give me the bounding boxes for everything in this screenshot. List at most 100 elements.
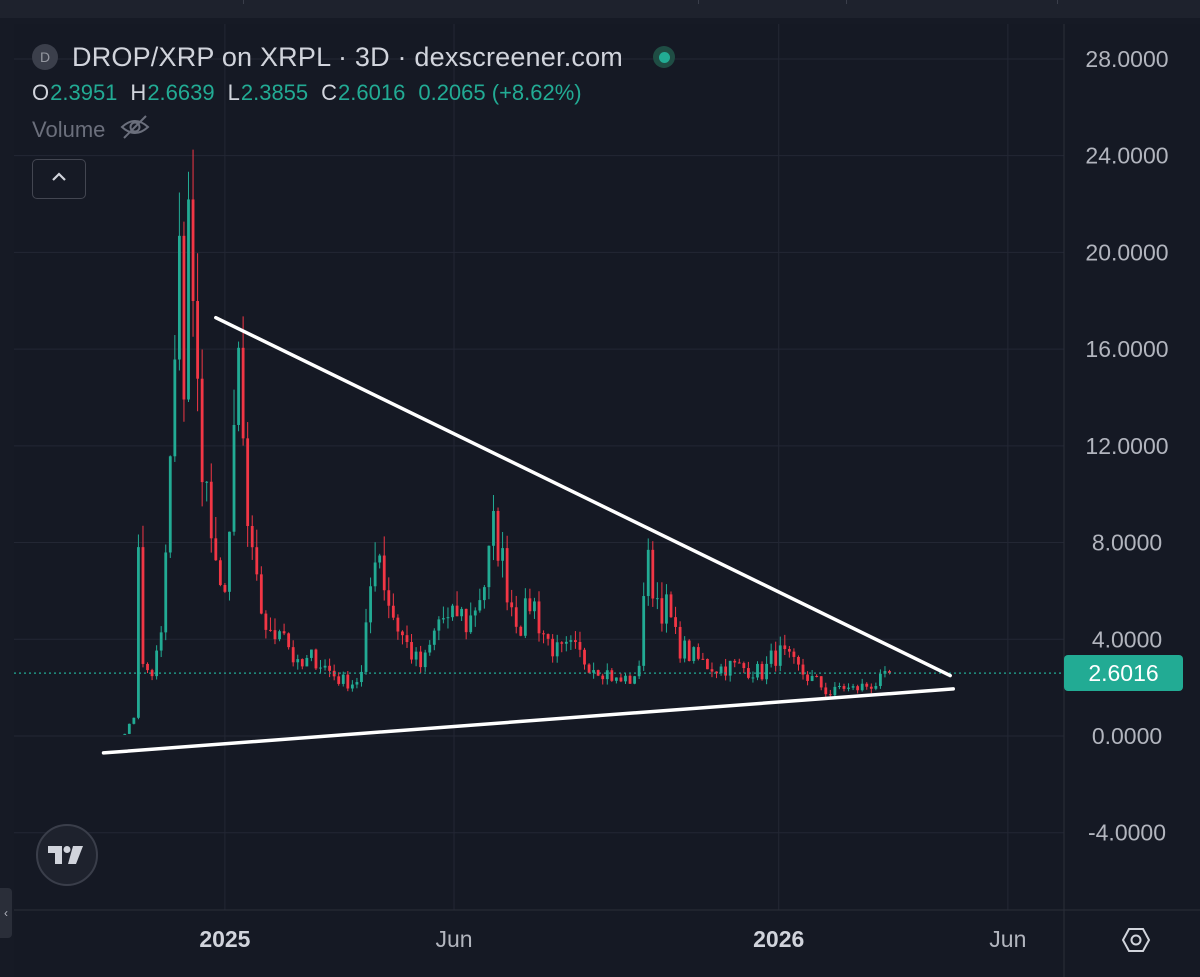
candle-up: [564, 641, 568, 644]
candle-down: [464, 608, 468, 633]
candle-down: [815, 675, 819, 677]
candle-up: [501, 548, 504, 561]
price-tick-label: 0.0000: [1092, 723, 1162, 749]
candle-down: [259, 574, 263, 614]
candle-up: [205, 481, 209, 483]
candle-up: [473, 610, 477, 616]
candle-up: [187, 199, 190, 400]
candle-down: [701, 658, 705, 660]
candle-down: [669, 594, 673, 618]
market-status-icon: [653, 46, 676, 68]
candle-down: [824, 687, 828, 695]
candle-down: [537, 601, 541, 634]
candle-up: [765, 663, 769, 680]
candle-down: [819, 676, 823, 688]
candles: [123, 149, 891, 735]
candle-down: [696, 647, 700, 659]
candle-up: [446, 617, 450, 619]
candle-up: [428, 644, 432, 653]
candle-up: [168, 456, 172, 553]
candle-down: [273, 630, 277, 640]
candle-up: [492, 510, 495, 546]
candle-up: [364, 622, 368, 672]
candle-down: [869, 686, 873, 689]
candle-down: [255, 547, 259, 575]
candle-down: [141, 547, 145, 664]
candle-down: [710, 669, 714, 672]
collapse-legend-button[interactable]: [32, 159, 86, 199]
candle-down: [560, 642, 564, 644]
candle-down: [214, 538, 218, 561]
candle-down: [715, 671, 718, 674]
candle-up: [847, 687, 850, 689]
chevron-up-icon: [50, 170, 68, 188]
low-label: L: [227, 80, 240, 105]
candle-down: [706, 658, 709, 670]
candle-up: [323, 665, 327, 668]
price-tick-label: 4.0000: [1092, 626, 1162, 652]
candle-down: [510, 602, 514, 608]
time-tick-label: Jun: [989, 926, 1026, 952]
candle-down: [314, 649, 318, 669]
candle-up: [555, 642, 559, 657]
candle-up: [177, 235, 181, 360]
candle-up: [423, 652, 427, 668]
candle-up: [173, 359, 177, 457]
candle-down: [674, 617, 677, 627]
candle-down: [787, 649, 791, 652]
candle-up: [296, 659, 300, 663]
volume-label[interactable]: Volume: [32, 117, 106, 142]
candle-down: [505, 548, 509, 603]
candle-down: [150, 670, 154, 677]
candle-down: [797, 656, 800, 665]
candle-up: [860, 683, 864, 691]
open-label: O: [32, 80, 50, 105]
candle-up: [751, 677, 755, 679]
candle-down: [191, 199, 195, 302]
candle-up: [350, 684, 354, 689]
candle-up: [228, 531, 231, 592]
candle-up: [655, 598, 659, 600]
candle-up: [833, 686, 837, 696]
candle-up: [164, 552, 168, 633]
candle-down: [546, 634, 550, 639]
candle-up: [533, 601, 536, 612]
tradingview-logo-icon[interactable]: [36, 824, 98, 886]
ohlc-values: O 2.3951 H 2.6639 L 2.3855 C 2.6016 0.2065 (…: [32, 80, 675, 106]
candle-down: [519, 626, 523, 636]
candle-up: [883, 671, 887, 674]
side-panel-toggle[interactable]: ‹: [0, 888, 12, 938]
candle-up: [373, 562, 377, 587]
candle-up: [237, 347, 240, 425]
price-tick-label: 16.0000: [1085, 336, 1168, 362]
candle-up: [810, 675, 814, 681]
candle-down: [328, 665, 332, 671]
settings-icon[interactable]: [1121, 925, 1151, 960]
candle-up: [305, 657, 309, 667]
candle-up: [487, 545, 491, 588]
high-label: H: [130, 80, 147, 105]
trendline[interactable]: [214, 315, 952, 678]
low-value: 2.3855: [240, 80, 309, 105]
candle-up: [874, 685, 878, 689]
candle-up: [692, 647, 696, 661]
candle-down: [282, 631, 286, 634]
time-tick-label: 2026: [753, 926, 804, 952]
candle-down: [300, 659, 304, 667]
eye-off-icon[interactable]: [119, 114, 151, 146]
time-axis: 2025 Jun 2026 Jun: [199, 926, 1026, 952]
chart-legend: D DROP/XRP on XRPL · 3D · dexscreener.co…: [32, 40, 676, 146]
candle-up: [460, 608, 464, 617]
top-toolbar-strip: [0, 0, 1200, 18]
candle-down: [419, 651, 423, 668]
trendline[interactable]: [101, 687, 955, 755]
candle-down: [346, 674, 350, 689]
candle-down: [405, 635, 409, 643]
candle-up: [278, 631, 281, 640]
candle-down: [610, 670, 614, 681]
candle-up: [232, 424, 236, 532]
candle-down: [828, 694, 832, 696]
candle-down: [241, 347, 245, 439]
chart-title[interactable]: DROP/XRP on XRPL · 3D · dexscreener.com: [72, 41, 624, 72]
